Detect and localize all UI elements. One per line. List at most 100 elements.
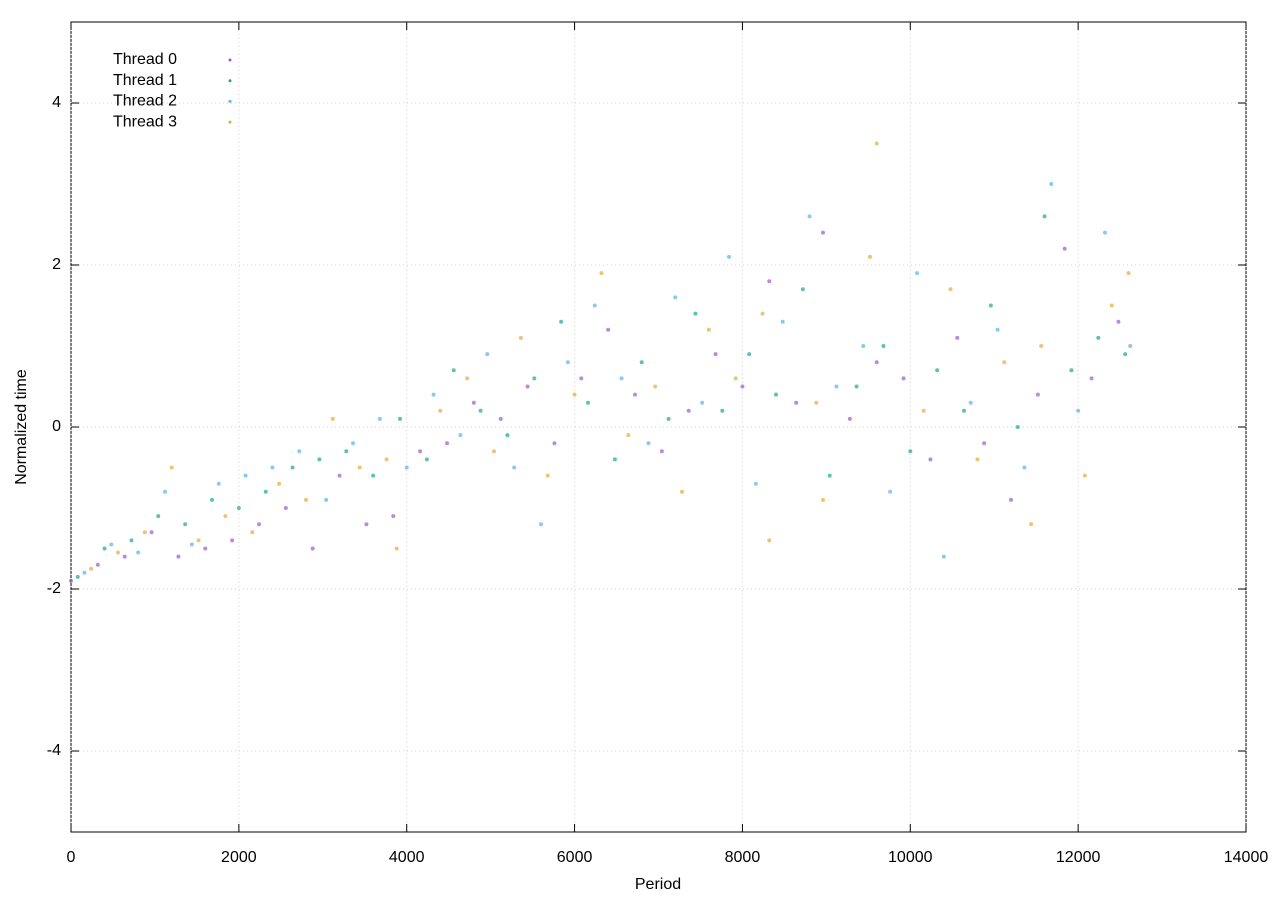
point [988, 303, 993, 308]
point [102, 546, 107, 551]
point [995, 327, 1000, 332]
legend-marker [228, 99, 232, 103]
point [700, 400, 705, 405]
point [75, 574, 80, 579]
point [545, 473, 550, 478]
point [639, 360, 644, 365]
point [767, 279, 772, 284]
point [391, 514, 396, 519]
point [612, 457, 617, 462]
point [539, 522, 543, 527]
point [935, 368, 940, 373]
point [230, 538, 235, 543]
y-tick-label: 4 [52, 94, 61, 111]
point [1062, 246, 1067, 251]
x-tick-label: 4000 [389, 849, 425, 866]
point [156, 514, 161, 519]
point [317, 457, 322, 462]
point [915, 271, 919, 276]
point [377, 416, 382, 421]
legend-label: Thread 3 [113, 113, 177, 130]
point [451, 368, 456, 373]
point [921, 408, 926, 413]
point [1002, 360, 1007, 365]
point [854, 384, 859, 389]
point [532, 376, 537, 381]
point [418, 449, 423, 454]
point [210, 497, 214, 502]
x-tick-label: 8000 [725, 849, 761, 866]
point [821, 230, 825, 235]
point [431, 392, 436, 397]
point [653, 384, 658, 389]
point [599, 271, 604, 276]
point [881, 344, 886, 348]
point [89, 566, 94, 571]
point [1022, 465, 1027, 470]
point [505, 433, 510, 438]
y-axis-label: Normalized time [13, 369, 30, 485]
point [109, 542, 114, 547]
point [774, 392, 778, 397]
point [283, 506, 288, 510]
point [492, 449, 496, 454]
point [693, 311, 698, 316]
point [518, 335, 523, 340]
point [398, 416, 402, 421]
point [861, 344, 866, 348]
point [223, 514, 228, 519]
point [384, 457, 389, 462]
point [163, 489, 167, 494]
point [458, 433, 463, 438]
point [794, 400, 799, 405]
y-tick-label: 0 [52, 418, 61, 435]
point [1042, 214, 1047, 219]
point [297, 449, 302, 454]
point [1103, 230, 1107, 235]
y-tick-label: -4 [47, 742, 61, 759]
legend-label: Thread 2 [113, 93, 177, 110]
point [1069, 368, 1074, 373]
point [733, 376, 738, 381]
point [1009, 497, 1013, 502]
point [827, 473, 832, 478]
point [1126, 271, 1131, 276]
point [868, 254, 872, 259]
point [116, 550, 120, 555]
x-tick-label: 0 [67, 849, 76, 866]
point [1096, 335, 1101, 340]
point [834, 384, 839, 389]
point [183, 522, 188, 527]
point [747, 352, 752, 357]
point [888, 489, 893, 494]
point [646, 441, 651, 446]
point [686, 408, 691, 413]
point [1109, 303, 1114, 308]
point [847, 416, 852, 421]
point [351, 441, 355, 446]
point [814, 400, 819, 405]
point [324, 497, 329, 502]
point [680, 489, 684, 494]
point [189, 542, 194, 547]
point [874, 360, 879, 365]
point [874, 141, 879, 146]
legend-marker [228, 79, 232, 83]
point [579, 376, 584, 381]
legend-label: Thread 1 [113, 72, 177, 89]
point [196, 538, 201, 543]
point [1089, 376, 1094, 381]
point [424, 457, 429, 462]
point [129, 538, 134, 543]
point [176, 554, 181, 559]
point [290, 465, 295, 470]
point [592, 303, 597, 308]
y-tick-label: 2 [52, 256, 61, 273]
point [69, 578, 73, 583]
legend-label: Thread 0 [113, 51, 177, 68]
point [908, 449, 913, 454]
point [122, 554, 127, 559]
point [394, 546, 399, 551]
point [975, 457, 980, 462]
